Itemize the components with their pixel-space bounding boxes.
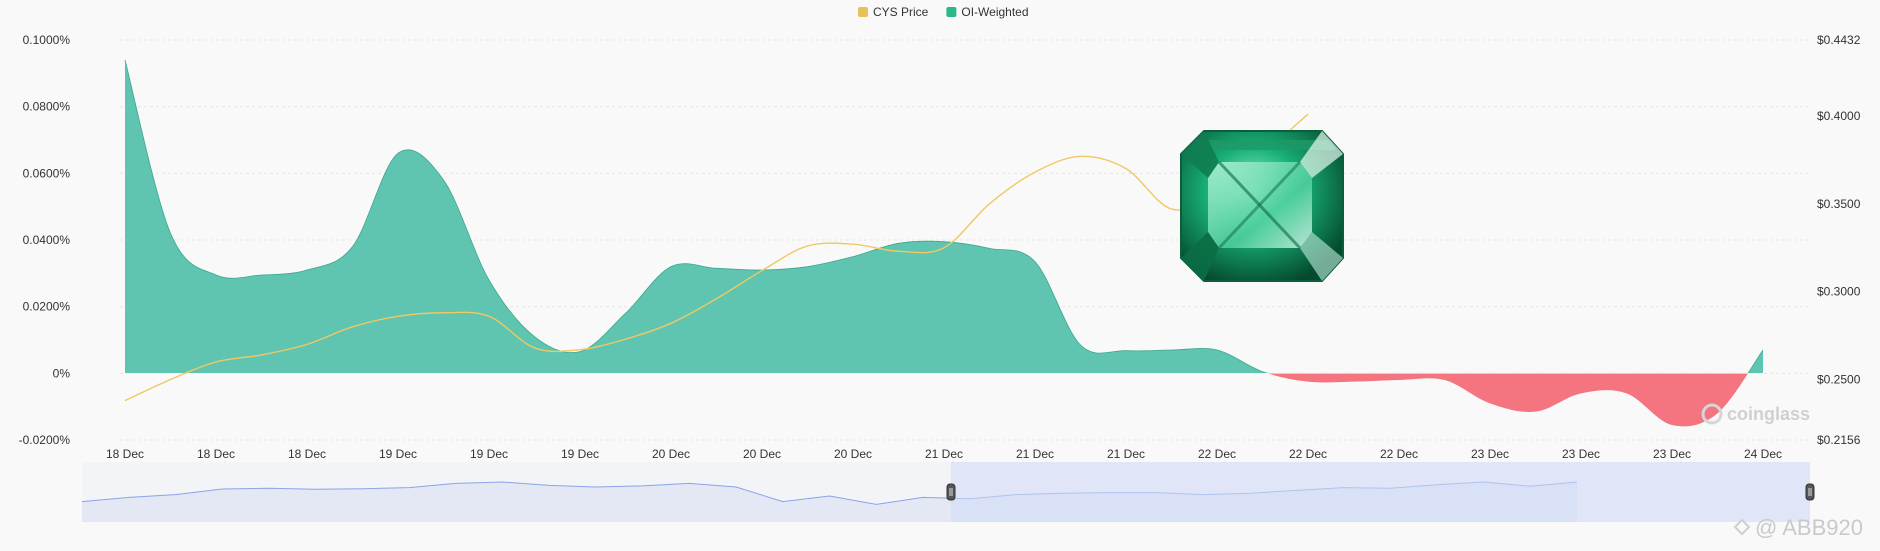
x-tick-label: 22 Dec [1380, 447, 1418, 461]
legend-label: OI-Weighted [961, 5, 1028, 19]
cys-price-series [124, 113, 1309, 402]
x-tick-label: 21 Dec [925, 447, 963, 461]
left-tick-label: 0.1000% [23, 33, 71, 47]
navigator-selection[interactable] [951, 462, 1810, 522]
legend-item[interactable]: CYS Price [858, 5, 929, 19]
price-line-path [124, 113, 1309, 402]
right-tick-label: $0.4000 [1817, 109, 1861, 123]
x-tick-label: 18 Dec [106, 447, 144, 461]
x-tick-label: 20 Dec [652, 447, 690, 461]
x-tick-label: 23 Dec [1653, 447, 1691, 461]
navigator-handle[interactable] [946, 483, 956, 501]
x-tick-label: 20 Dec [743, 447, 781, 461]
x-tick-label: 23 Dec [1562, 447, 1600, 461]
left-tick-label: 0.0200% [23, 300, 71, 314]
coinglass-logo-icon [1701, 403, 1723, 425]
right-tick-label: $0.3500 [1817, 197, 1861, 211]
right-tick-label: $0.2156 [1817, 433, 1861, 447]
left-axis: 0.1000% 0.0800% 0.0600% 0.0400% 0.0200% 0% -0.… [19, 33, 71, 447]
watermark-text: coinglass [1727, 404, 1810, 424]
legend-label: CYS Price [873, 5, 929, 19]
x-tick-label: 19 Dec [470, 447, 508, 461]
x-tick-label: 24 Dec [1744, 447, 1782, 461]
range-navigator[interactable] [81, 462, 1815, 522]
oi-negative-area [125, 373, 1763, 427]
oi-weighted-series [124, 59, 1764, 427]
x-tick-label: 22 Dec [1198, 447, 1236, 461]
x-tick-label: 18 Dec [197, 447, 235, 461]
author-credit: @ ABB920 [1733, 515, 1863, 540]
legend-swatch [946, 7, 957, 17]
legend-swatch [858, 7, 868, 17]
coinglass-watermark: coinglass [1701, 403, 1810, 425]
x-tick-label: 23 Dec [1471, 447, 1509, 461]
right-tick-label: $0.3000 [1817, 285, 1861, 299]
right-tick-label: $0.4432 [1817, 33, 1861, 47]
emerald-gem-image [1180, 130, 1344, 282]
legend-item[interactable]: OI-Weighted [946, 5, 1029, 19]
credit-text: @ ABB920 [1755, 515, 1863, 540]
oi-positive-area [125, 60, 1763, 373]
x-tick-label: 20 Dec [834, 447, 872, 461]
x-tick-label: 22 Dec [1289, 447, 1327, 461]
binance-logo-icon [1733, 518, 1751, 536]
x-tick-label: 21 Dec [1016, 447, 1054, 461]
right-tick-label: $0.2500 [1817, 373, 1861, 387]
left-tick-label: 0.0800% [23, 100, 71, 114]
left-tick-label: 0.0400% [23, 233, 71, 247]
left-tick-label: 0% [53, 366, 71, 380]
right-axis: $0.4432 $0.4000 $0.3500 $0.3000 $0.2500 $0.21… [1817, 33, 1861, 447]
left-tick-label: -0.0200% [19, 433, 71, 447]
navigator-handle[interactable] [1805, 483, 1815, 501]
left-tick-label: 0.0600% [23, 166, 71, 180]
x-tick-label: 19 Dec [379, 447, 417, 461]
x-tick-label: 21 Dec [1107, 447, 1145, 461]
chart-legend: CYS Price OI-Weighted [858, 5, 1029, 19]
oi-outline [124, 59, 1764, 373]
x-tick-label: 18 Dec [288, 447, 326, 461]
x-axis: 18 Dec 18 Dec 18 Dec 19 Dec 19 Dec 19 Dec 20 D… [106, 447, 1782, 461]
x-tick-label: 19 Dec [561, 447, 599, 461]
